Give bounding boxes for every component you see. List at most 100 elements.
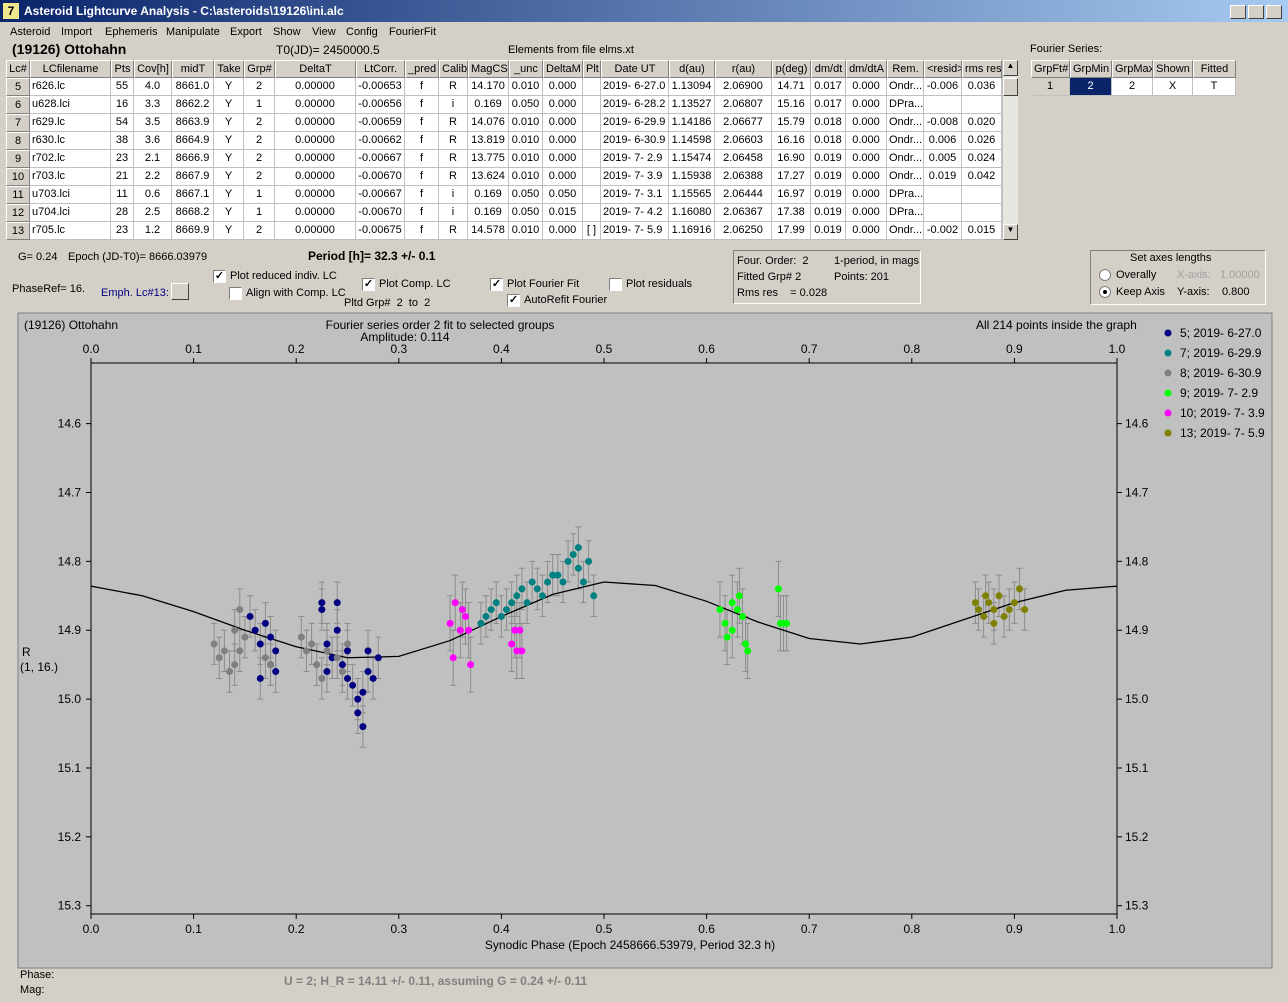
radio-label[interactable]: Overally [1116, 269, 1157, 281]
table-cell[interactable]: r626.lc [30, 78, 111, 96]
fourier-cell[interactable]: X [1153, 78, 1193, 96]
table-cell[interactable]: -0.00670 [356, 204, 405, 222]
table-cell[interactable]: 0.169 [468, 204, 509, 222]
table-cell[interactable]: 0.000 [846, 222, 887, 240]
table-cell[interactable]: u703.lci [30, 186, 111, 204]
table-cell[interactable]: 8662.2 [172, 96, 214, 114]
table-cell[interactable]: -0.00670 [356, 168, 405, 186]
column-header[interactable]: LtCorr. [356, 60, 405, 78]
menu-item[interactable]: Ephemeris [105, 26, 158, 38]
spinner[interactable] [171, 283, 189, 300]
table-cell[interactable]: 0.010 [509, 150, 543, 168]
table-cell[interactable]: 0.050 [509, 96, 543, 114]
table-cell[interactable]: 13.819 [468, 132, 509, 150]
table-cell[interactable]: 8661.0 [172, 78, 214, 96]
table-cell[interactable]: Y [214, 96, 244, 114]
table-cell[interactable]: R [439, 168, 468, 186]
close-button[interactable] [1266, 5, 1282, 19]
table-cell[interactable]: f [405, 114, 439, 132]
table-cell[interactable]: r630.lc [30, 132, 111, 150]
table-cell[interactable] [924, 204, 962, 222]
table-cell[interactable]: f [405, 78, 439, 96]
checkbox-label[interactable]: AutoRefit Fourier [524, 294, 608, 306]
table-cell[interactable]: 1.2 [134, 222, 172, 240]
checkbox[interactable]: ✓ [490, 278, 503, 291]
table-cell[interactable]: 0.00000 [275, 186, 356, 204]
table-cell[interactable] [583, 78, 601, 96]
menu-item[interactable]: Show [273, 26, 301, 38]
column-header[interactable]: Pts [111, 60, 134, 78]
table-cell[interactable]: f [405, 204, 439, 222]
table-cell[interactable]: 2.06458 [715, 150, 772, 168]
table-cell[interactable]: 14.578 [468, 222, 509, 240]
table-cell[interactable]: 8668.2 [172, 204, 214, 222]
table-cell[interactable]: R [439, 78, 468, 96]
row-header[interactable]: 13 [6, 222, 30, 240]
table-cell[interactable]: 0.036 [962, 78, 1002, 96]
table-cell[interactable] [583, 186, 601, 204]
table-cell[interactable] [962, 204, 1002, 222]
table-cell[interactable]: 15.16 [772, 96, 811, 114]
table-cell[interactable]: 1 [244, 96, 275, 114]
table-cell[interactable]: 14.71 [772, 78, 811, 96]
table-cell[interactable]: 54 [111, 114, 134, 132]
column-header[interactable]: dm/dt [811, 60, 846, 78]
table-cell[interactable]: Ondr... [887, 78, 924, 96]
table-cell[interactable]: 2.06807 [715, 96, 772, 114]
table-cell[interactable]: 8664.9 [172, 132, 214, 150]
menu-item[interactable]: View [312, 26, 336, 38]
table-cell[interactable]: 21 [111, 168, 134, 186]
table-cell[interactable]: DPra... [887, 96, 924, 114]
table-cell[interactable]: 0.019 [811, 222, 846, 240]
column-header[interactable]: DeltaM [543, 60, 583, 78]
table-cell[interactable]: 0.000 [846, 78, 887, 96]
table-cell[interactable]: 38 [111, 132, 134, 150]
table-cell[interactable]: 0.010 [509, 168, 543, 186]
table-cell[interactable]: 0.00000 [275, 132, 356, 150]
checkbox-label[interactable]: Plot reduced indiv. LC [230, 270, 337, 282]
table-cell[interactable]: 0.015 [962, 222, 1002, 240]
column-header[interactable]: r(au) [715, 60, 772, 78]
table-cell[interactable]: -0.00667 [356, 150, 405, 168]
table-cell[interactable]: 0.169 [468, 186, 509, 204]
checkbox-label[interactable]: Plot Fourier Fit [507, 278, 580, 290]
table-cell[interactable]: -0.00675 [356, 222, 405, 240]
column-header[interactable]: d(au) [669, 60, 715, 78]
table-cell[interactable]: i [439, 204, 468, 222]
table-cell[interactable]: Ondr... [887, 222, 924, 240]
menu-item[interactable]: Manipulate [166, 26, 220, 38]
table-cell[interactable]: i [439, 186, 468, 204]
table-cell[interactable]: 1.15938 [669, 168, 715, 186]
table-cell[interactable]: i [439, 96, 468, 114]
table-cell[interactable] [924, 96, 962, 114]
table-cell[interactable]: 0.020 [962, 114, 1002, 132]
table-cell[interactable]: 0.017 [811, 96, 846, 114]
column-header[interactable]: Plt [583, 60, 601, 78]
column-header[interactable]: midT [172, 60, 214, 78]
table-cell[interactable]: 0.000 [543, 132, 583, 150]
checkbox-label[interactable]: Plot Comp. LC [379, 278, 451, 290]
table-cell[interactable]: 0.000 [846, 186, 887, 204]
table-cell[interactable]: 2019- 7- 3.9 [601, 168, 669, 186]
table-cell[interactable]: 2.06444 [715, 186, 772, 204]
table-cell[interactable] [924, 186, 962, 204]
fourier-cell[interactable]: 1 [1031, 78, 1070, 96]
maximize-button[interactable] [1248, 5, 1264, 19]
table-cell[interactable] [962, 186, 1002, 204]
table-cell[interactable]: 4.0 [134, 78, 172, 96]
table-cell[interactable]: 0.019 [811, 186, 846, 204]
scroll-thumb[interactable] [1003, 78, 1018, 96]
table-cell[interactable]: -0.00667 [356, 186, 405, 204]
table-cell[interactable]: 14.076 [468, 114, 509, 132]
menu-item[interactable]: Import [61, 26, 93, 38]
table-cell[interactable]: r702.lc [30, 150, 111, 168]
table-cell[interactable] [583, 150, 601, 168]
table-cell[interactable]: 2.06603 [715, 132, 772, 150]
table-cell[interactable]: 55 [111, 78, 134, 96]
row-header[interactable]: 10 [6, 168, 30, 186]
table-cell[interactable]: 0.000 [846, 96, 887, 114]
table-cell[interactable]: 1.16916 [669, 222, 715, 240]
table-cell[interactable]: u628.lci [30, 96, 111, 114]
table-cell[interactable]: 2.2 [134, 168, 172, 186]
table-cell[interactable]: 0.00000 [275, 114, 356, 132]
